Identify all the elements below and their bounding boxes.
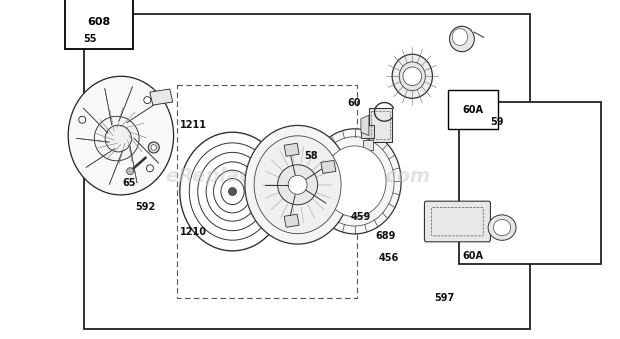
Ellipse shape: [494, 219, 511, 236]
Bar: [84, 14, 530, 329]
Polygon shape: [361, 115, 369, 136]
Circle shape: [151, 145, 157, 150]
Text: 456: 456: [378, 253, 399, 263]
Circle shape: [79, 116, 86, 123]
Bar: [459, 102, 601, 264]
Ellipse shape: [245, 125, 350, 244]
Bar: [363, 140, 373, 150]
Text: 60: 60: [347, 98, 361, 108]
Polygon shape: [321, 160, 336, 173]
Text: 1211: 1211: [180, 120, 207, 131]
Text: 597: 597: [434, 293, 454, 303]
Bar: [371, 112, 391, 139]
Text: 58: 58: [304, 151, 317, 161]
Text: 459: 459: [350, 212, 371, 222]
Polygon shape: [284, 214, 299, 227]
Circle shape: [146, 165, 154, 172]
Ellipse shape: [315, 137, 394, 226]
Ellipse shape: [105, 125, 131, 152]
Ellipse shape: [399, 62, 425, 91]
FancyBboxPatch shape: [425, 201, 490, 242]
Circle shape: [288, 175, 307, 194]
Text: 689: 689: [375, 231, 396, 241]
Bar: [177, 85, 356, 298]
Polygon shape: [284, 143, 299, 156]
Text: 59: 59: [490, 117, 503, 127]
Text: eReplacementParts.com: eReplacementParts.com: [165, 167, 430, 186]
Ellipse shape: [452, 28, 467, 45]
Ellipse shape: [392, 54, 433, 98]
Ellipse shape: [94, 116, 139, 161]
Text: 608: 608: [87, 17, 111, 26]
Circle shape: [148, 142, 159, 153]
Ellipse shape: [254, 136, 341, 234]
Polygon shape: [150, 89, 173, 105]
Circle shape: [229, 187, 236, 196]
Bar: [361, 125, 374, 138]
Ellipse shape: [68, 76, 174, 195]
Circle shape: [403, 67, 422, 85]
Ellipse shape: [323, 146, 386, 217]
Ellipse shape: [308, 129, 401, 234]
Text: 65: 65: [122, 178, 136, 188]
Text: 60A: 60A: [462, 251, 483, 261]
Circle shape: [278, 165, 317, 205]
Circle shape: [126, 168, 134, 175]
Ellipse shape: [450, 26, 474, 52]
Text: 55: 55: [84, 34, 97, 44]
Text: 60A: 60A: [463, 105, 484, 115]
Ellipse shape: [488, 215, 516, 240]
Text: 1210: 1210: [180, 227, 207, 237]
Bar: [369, 108, 392, 142]
Circle shape: [144, 97, 151, 104]
Text: 592: 592: [135, 202, 156, 212]
